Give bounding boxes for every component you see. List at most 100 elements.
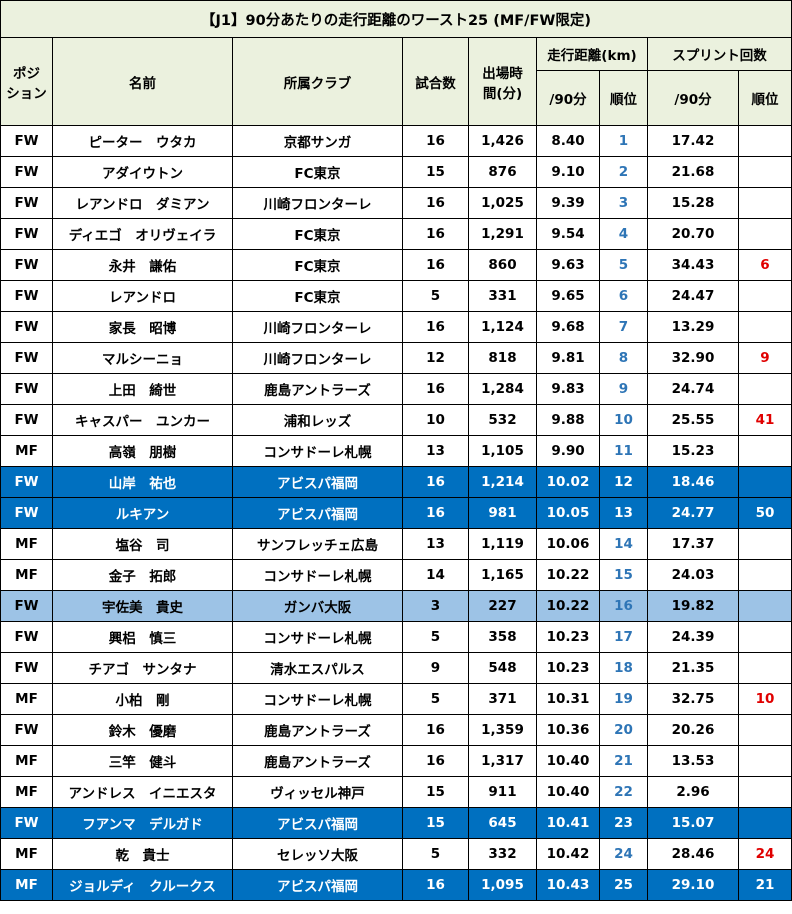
cell-name: 上田 綺世 bbox=[52, 373, 233, 405]
cell-sprint-per90: 13.29 bbox=[647, 311, 739, 343]
cell-distance-per90: 10.05 bbox=[536, 497, 600, 529]
cell-distance-per90: 10.23 bbox=[536, 621, 600, 653]
cell-sprint-per90: 24.39 bbox=[647, 621, 739, 653]
table-row: MF 金子 拓郎 コンサドーレ札幌 14 1,165 10.22 15 24.03 bbox=[0, 559, 792, 591]
cell-distance-rank: 9 bbox=[599, 373, 648, 405]
cell-distance-rank: 7 bbox=[599, 311, 648, 343]
cell-matches: 16 bbox=[402, 187, 469, 219]
cell-name: 興梠 慎三 bbox=[52, 621, 233, 653]
cell-position: MF bbox=[0, 838, 53, 870]
cell-position: FW bbox=[0, 807, 53, 839]
cell-name: 高嶺 朋樹 bbox=[52, 435, 233, 467]
cell-sprint-rank: 9 bbox=[737, 342, 792, 374]
cell-sprint-per90: 24.47 bbox=[647, 280, 739, 312]
cell-club: コンサドーレ札幌 bbox=[232, 683, 403, 715]
cell-name: アダイウトン bbox=[52, 156, 233, 188]
cell-name: フアンマ デルガド bbox=[52, 807, 233, 839]
cell-club: アビスパ福岡 bbox=[232, 807, 403, 839]
cell-distance-rank: 5 bbox=[599, 249, 648, 281]
cell-distance-per90: 10.31 bbox=[536, 683, 600, 715]
cell-matches: 13 bbox=[402, 528, 469, 560]
cell-sprint-rank bbox=[737, 187, 792, 219]
cell-club: FC東京 bbox=[232, 249, 403, 281]
cell-minutes: 1,291 bbox=[468, 218, 537, 250]
cell-name: 小柏 剛 bbox=[52, 683, 233, 715]
table-row: MF アンドレス イニエスタ ヴィッセル神戸 15 911 10.40 22 2.96 bbox=[0, 776, 792, 808]
cell-position: FW bbox=[0, 466, 53, 498]
cell-distance-rank: 20 bbox=[599, 714, 648, 746]
cell-sprint-rank bbox=[737, 807, 792, 839]
cell-minutes: 1,426 bbox=[468, 125, 537, 157]
table-row: MF 乾 貴士 セレッソ大阪 5 332 10.42 24 28.46 24 bbox=[0, 838, 792, 870]
cell-club: アビスパ福岡 bbox=[232, 466, 403, 498]
cell-name: 三竿 健斗 bbox=[52, 745, 233, 777]
cell-position: MF bbox=[0, 745, 53, 777]
cell-name: ルキアン bbox=[52, 497, 233, 529]
cell-position: FW bbox=[0, 280, 53, 312]
cell-distance-per90: 10.06 bbox=[536, 528, 600, 560]
cell-minutes: 1,095 bbox=[468, 869, 537, 901]
cell-minutes: 911 bbox=[468, 776, 537, 808]
cell-matches: 16 bbox=[402, 466, 469, 498]
cell-sprint-per90: 24.74 bbox=[647, 373, 739, 405]
cell-sprint-rank: 6 bbox=[737, 249, 792, 281]
cell-name: チアゴ サンタナ bbox=[52, 652, 233, 684]
cell-distance-rank: 14 bbox=[599, 528, 648, 560]
cell-matches: 5 bbox=[402, 621, 469, 653]
cell-position: FW bbox=[0, 373, 53, 405]
header-minutes: 出場時 間(分) bbox=[468, 37, 537, 126]
cell-matches: 16 bbox=[402, 745, 469, 777]
cell-minutes: 1,214 bbox=[468, 466, 537, 498]
cell-club: コンサドーレ札幌 bbox=[232, 559, 403, 591]
cell-distance-rank: 24 bbox=[599, 838, 648, 870]
cell-distance-per90: 10.42 bbox=[536, 838, 600, 870]
cell-matches: 5 bbox=[402, 838, 469, 870]
cell-position: FW bbox=[0, 404, 53, 436]
cell-sprint-rank: 50 bbox=[737, 497, 792, 529]
cell-sprint-per90: 21.68 bbox=[647, 156, 739, 188]
cell-club: 浦和レッズ bbox=[232, 404, 403, 436]
table-body: FW ピーター ウタカ 京都サンガ 16 1,426 8.40 1 17.42 FW アダイウトン… bbox=[0, 125, 792, 901]
cell-matches: 16 bbox=[402, 218, 469, 250]
cell-distance-rank: 13 bbox=[599, 497, 648, 529]
table-row: FW ピーター ウタカ 京都サンガ 16 1,426 8.40 1 17.42 bbox=[0, 125, 792, 157]
cell-club: サンフレッチェ広島 bbox=[232, 528, 403, 560]
header-name: 名前 bbox=[52, 37, 233, 126]
cell-position: MF bbox=[0, 869, 53, 901]
cell-minutes: 227 bbox=[468, 590, 537, 622]
header-club: 所属クラブ bbox=[232, 37, 403, 126]
cell-distance-per90: 10.22 bbox=[536, 559, 600, 591]
cell-sprint-per90: 18.46 bbox=[647, 466, 739, 498]
cell-matches: 15 bbox=[402, 156, 469, 188]
cell-matches: 12 bbox=[402, 342, 469, 374]
cell-distance-per90: 10.41 bbox=[536, 807, 600, 839]
cell-distance-per90: 10.40 bbox=[536, 776, 600, 808]
cell-distance-per90: 9.88 bbox=[536, 404, 600, 436]
cell-distance-rank: 2 bbox=[599, 156, 648, 188]
cell-position: FW bbox=[0, 187, 53, 219]
cell-minutes: 1,105 bbox=[468, 435, 537, 467]
cell-position: FW bbox=[0, 311, 53, 343]
cell-name: 乾 貴士 bbox=[52, 838, 233, 870]
cell-minutes: 1,284 bbox=[468, 373, 537, 405]
cell-matches: 15 bbox=[402, 807, 469, 839]
cell-position: FW bbox=[0, 156, 53, 188]
cell-matches: 10 bbox=[402, 404, 469, 436]
cell-sprint-per90: 29.10 bbox=[647, 869, 739, 901]
cell-distance-rank: 19 bbox=[599, 683, 648, 715]
cell-sprint-per90: 15.23 bbox=[647, 435, 739, 467]
cell-sprint-per90: 21.35 bbox=[647, 652, 739, 684]
cell-sprint-per90: 17.37 bbox=[647, 528, 739, 560]
table-row: FW 宇佐美 貴史 ガンバ大阪 3 227 10.22 16 19.82 bbox=[0, 590, 792, 622]
cell-club: FC東京 bbox=[232, 218, 403, 250]
cell-sprint-rank: 24 bbox=[737, 838, 792, 870]
cell-distance-rank: 16 bbox=[599, 590, 648, 622]
cell-sprint-rank bbox=[737, 590, 792, 622]
table-row: FW 鈴木 優磨 鹿島アントラーズ 16 1,359 10.36 20 20.26 bbox=[0, 714, 792, 746]
table-title: 【J1】90分あたりの走行距離のワースト25 (MF/FW限定) bbox=[0, 0, 792, 38]
cell-name: 山岸 祐也 bbox=[52, 466, 233, 498]
cell-name: レアンドロ ダミアン bbox=[52, 187, 233, 219]
cell-minutes: 532 bbox=[468, 404, 537, 436]
cell-matches: 3 bbox=[402, 590, 469, 622]
